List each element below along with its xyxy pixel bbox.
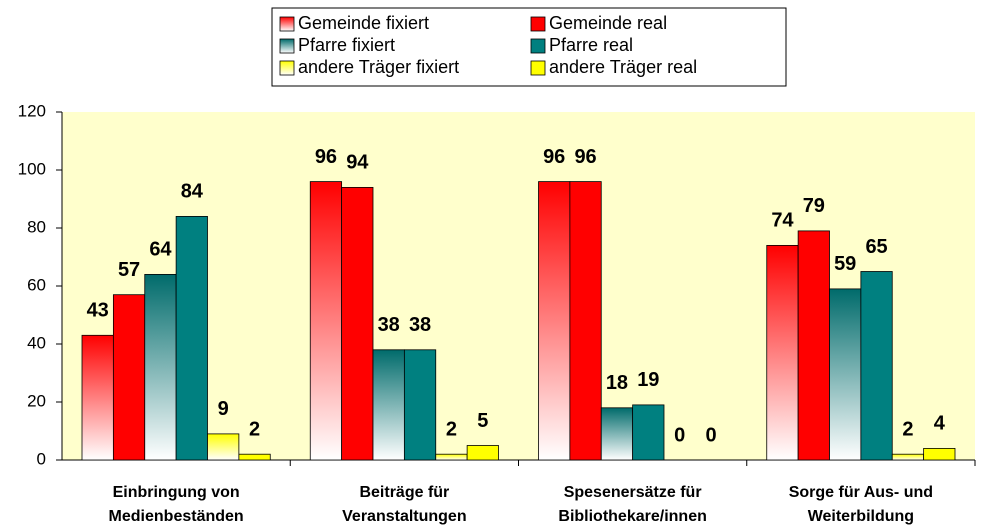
legend-swatch [530, 60, 546, 76]
y-tick-label: 120 [18, 101, 46, 120]
x-tick-label: Bibliothekare/innen [558, 508, 706, 525]
legend-swatch [279, 38, 295, 54]
bar [923, 447, 956, 461]
data-label: 19 [637, 369, 659, 391]
data-label: 94 [346, 152, 369, 174]
x-tick-label: Medienbeständen [109, 508, 244, 525]
data-label: 0 [706, 424, 717, 446]
y-tick-label: 100 [18, 159, 46, 178]
bar [341, 186, 374, 461]
data-label: 5 [477, 410, 488, 432]
x-tick-label: Veranstaltungen [342, 508, 466, 525]
legend-swatch [530, 38, 546, 54]
y-tick-label: 20 [27, 391, 46, 410]
data-label: 38 [378, 314, 400, 336]
data-label: 43 [87, 300, 109, 322]
data-label: 57 [118, 259, 140, 281]
bar [829, 288, 862, 461]
legend-box [271, 7, 787, 87]
legend-label: andere Träger fixiert [298, 57, 459, 77]
x-tick-label: Einbringung von [113, 484, 240, 501]
data-label: 96 [543, 146, 565, 168]
bar [466, 445, 499, 461]
data-label: 0 [674, 424, 685, 446]
data-label: 9 [218, 398, 229, 420]
bar [766, 244, 799, 461]
legend-swatch [530, 16, 546, 32]
bar [797, 230, 830, 461]
bar [435, 453, 468, 461]
legend-label: Pfarre fixiert [298, 35, 395, 55]
data-label: 74 [771, 210, 794, 232]
bar [632, 404, 665, 461]
y-tick-label: 0 [37, 449, 46, 468]
data-label: 59 [834, 253, 856, 275]
y-tick-label: 40 [27, 333, 46, 352]
bar [372, 349, 405, 461]
data-label: 2 [446, 418, 457, 440]
bar [860, 271, 893, 461]
bar [238, 453, 271, 461]
bar [175, 215, 208, 461]
bar [891, 453, 925, 461]
bar [569, 181, 602, 461]
x-tick-label: Weiterbildung [808, 508, 914, 525]
x-tick-label: Beiträge für [359, 484, 449, 501]
legend-label: Pfarre real [549, 35, 633, 55]
bar [600, 407, 634, 461]
data-label: 38 [409, 314, 431, 336]
data-label: 84 [181, 181, 204, 203]
data-label: 2 [249, 418, 260, 440]
data-label: 79 [803, 195, 825, 217]
data-label: 2 [902, 418, 913, 440]
bar [207, 433, 240, 461]
x-tick-label: Sorge für Aus- und [789, 484, 933, 501]
legend-swatch [279, 60, 295, 76]
data-label: 64 [149, 239, 172, 261]
bar [112, 294, 146, 461]
data-label: 65 [865, 236, 887, 258]
data-label: 18 [606, 372, 628, 394]
bar [144, 273, 177, 461]
data-label: 96 [315, 146, 337, 168]
bar [538, 181, 571, 461]
data-label: 4 [934, 413, 946, 435]
legend-label: Gemeinde fixiert [298, 13, 429, 33]
legend-label: Gemeinde real [549, 13, 667, 33]
legend-swatch [279, 16, 295, 32]
bar [309, 181, 343, 461]
legend-label: andere Träger real [549, 57, 697, 77]
y-tick-label: 80 [27, 217, 46, 236]
bar [403, 349, 437, 461]
bar [81, 334, 114, 461]
y-tick-label: 60 [27, 275, 46, 294]
data-label: 96 [574, 146, 596, 168]
x-tick-label: Spesenersätze für [564, 484, 702, 501]
